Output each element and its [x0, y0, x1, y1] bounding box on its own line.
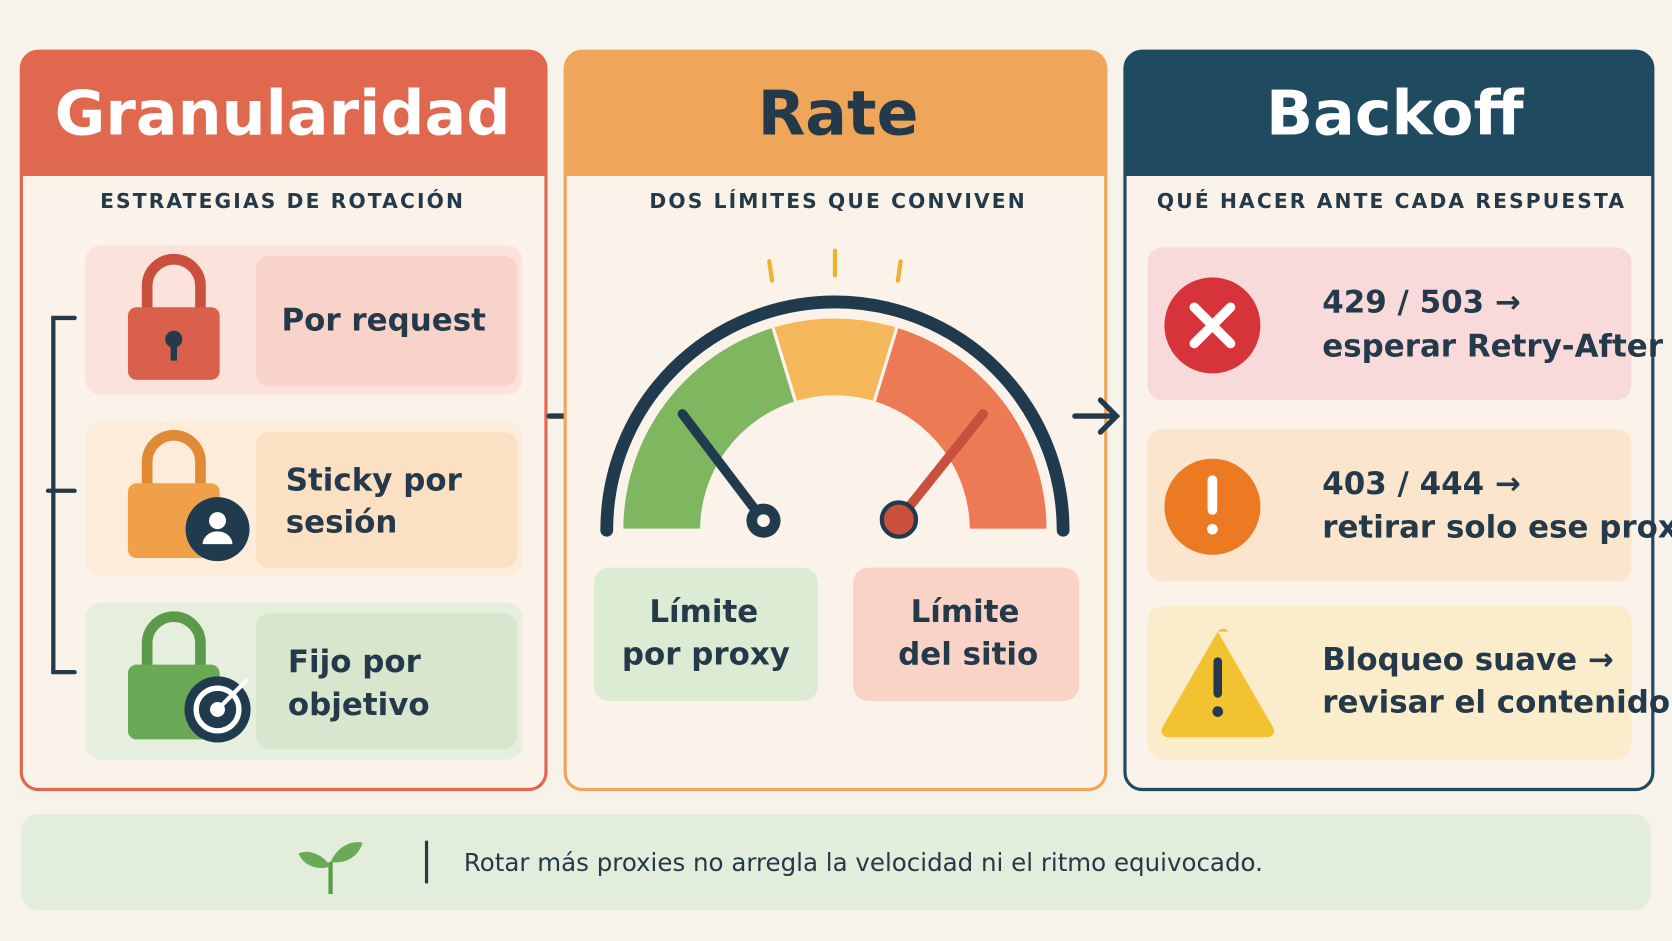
panel-header [21, 51, 546, 177]
panel-title: Rate [758, 77, 919, 149]
item-label-bg [255, 613, 518, 749]
item-label: del sitio [898, 637, 1038, 673]
panel-subtitle: ESTRATEGIAS DE ROTACIÓN [100, 189, 465, 213]
item-label: revisar el contenido [1322, 685, 1670, 721]
lock-icon [127, 611, 251, 743]
item-label: Por request [282, 303, 487, 339]
decorations [19, 49, 1655, 911]
item-bg [1147, 428, 1632, 582]
label-bg [853, 567, 1080, 701]
item-label-bg [255, 432, 518, 568]
gauge [600, 248, 1070, 539]
panel-header [565, 51, 1106, 177]
bracket [45, 315, 77, 675]
gauge-part [871, 324, 1050, 532]
warning-icon [1164, 458, 1261, 555]
item-label: Sticky por [286, 463, 463, 499]
item-label: por proxy [622, 637, 790, 673]
gauge-part [757, 514, 770, 528]
footer-bg [21, 814, 1651, 911]
item-label: Límite [911, 594, 1020, 630]
footer-text: Rotar más proxies no arregla la velocida… [464, 848, 1263, 877]
lock-icon [127, 253, 220, 380]
gauge-part [879, 500, 919, 539]
gauge-part [767, 259, 775, 283]
gauge-part [620, 324, 798, 532]
texts: Granularidad ESTRATEGIAS DE ROTACIÓN Por… [55, 77, 1672, 877]
item-label: Límite [649, 594, 758, 630]
panel-subtitle: QUÉ HACER ANTE CADA RESPUESTA [1157, 189, 1626, 213]
item-label: objetivo [288, 687, 430, 723]
gauge-part [894, 409, 988, 525]
panel-title: Granularidad [55, 77, 511, 149]
item-label: retirar solo ese proxy [1322, 510, 1672, 546]
arrow [1072, 397, 1121, 435]
gauge-part [600, 295, 1070, 537]
item-label: Fijo por [288, 644, 422, 680]
item-label: esperar Retry-After [1322, 328, 1663, 364]
alert-icon [1161, 628, 1275, 738]
error-icon [1164, 277, 1261, 374]
panel-title: Backoff [1266, 77, 1524, 149]
sprout-icon [298, 842, 363, 895]
item-label: 429 / 503 → [1322, 285, 1521, 321]
panel-subtitle: DOS LÍMITES QUE CONVIVEN [649, 189, 1026, 213]
panel-header [1124, 51, 1653, 177]
item-bg [1147, 247, 1632, 401]
item-label-bg [255, 256, 518, 387]
gauge-part [677, 409, 769, 526]
gauge-part [895, 259, 903, 283]
lock-icon [127, 429, 250, 562]
item-label: sesión [286, 504, 398, 540]
item-label: 403 / 444 → [1322, 466, 1521, 502]
item-label: Bloqueo suave → [1322, 642, 1614, 678]
label-bg [593, 567, 818, 701]
